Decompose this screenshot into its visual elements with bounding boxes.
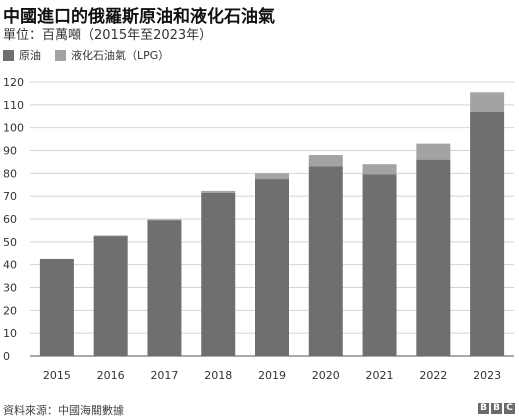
bar-lpg: [363, 164, 397, 174]
bar-crude: [255, 179, 289, 356]
x-tick-label: 2023: [473, 369, 501, 382]
x-tick-label: 2021: [366, 369, 394, 382]
bar-crude: [309, 166, 343, 356]
x-tick-label: 2016: [97, 369, 125, 382]
bar-crude: [201, 193, 235, 356]
bar-lpg: [201, 191, 235, 193]
bar-crude: [40, 259, 74, 356]
bar-crude: [470, 112, 504, 356]
y-tick-label: 10: [3, 327, 17, 340]
bar-lpg: [147, 219, 181, 220]
y-tick-label: 50: [3, 236, 17, 249]
x-tick-label: 2018: [204, 369, 232, 382]
y-tick-label: 70: [3, 190, 17, 203]
bar-lpg: [94, 235, 128, 236]
y-tick-label: 30: [3, 282, 17, 295]
bbc-logo-letter: C: [504, 403, 515, 414]
bar-lpg: [309, 155, 343, 166]
y-tick-label: 120: [3, 76, 24, 89]
x-tick-label: 2015: [43, 369, 71, 382]
x-tick-label: 2022: [419, 369, 447, 382]
bbc-logo-letter: B: [491, 403, 502, 414]
bar-crude: [147, 220, 181, 356]
x-tick-label: 2019: [258, 369, 286, 382]
y-tick-label: 100: [3, 122, 24, 135]
source-note: 資料來源：中國海關數據: [3, 402, 124, 418]
y-tick-label: 110: [3, 99, 24, 112]
bar-crude: [94, 236, 128, 356]
bar-lpg: [470, 92, 504, 111]
y-tick-label: 20: [3, 304, 17, 317]
y-tick-label: 60: [3, 213, 17, 226]
y-tick-label: 40: [3, 259, 17, 272]
x-tick-label: 2020: [312, 369, 340, 382]
bar-lpg: [255, 173, 289, 179]
y-tick-label: 90: [3, 145, 17, 158]
y-tick-label: 80: [3, 167, 17, 180]
x-tick-label: 2017: [150, 369, 178, 382]
bar-lpg: [416, 144, 450, 160]
y-tick-label: 0: [3, 350, 10, 363]
bbc-logo: B B C: [478, 403, 515, 414]
bar-crude: [363, 174, 397, 356]
bbc-logo-letter: B: [478, 403, 489, 414]
bar-crude: [416, 160, 450, 356]
